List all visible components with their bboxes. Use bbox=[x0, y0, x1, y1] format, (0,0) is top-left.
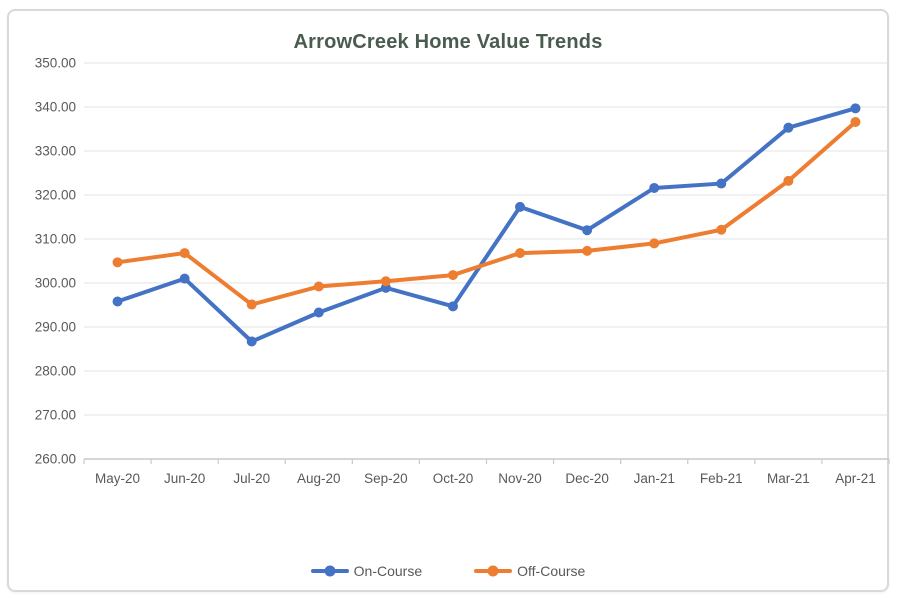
y-tick-label: 340.00 bbox=[35, 100, 76, 115]
legend-label-off-course: Off-Course bbox=[517, 563, 586, 579]
data-point-off-course bbox=[380, 276, 391, 287]
on-course-line-marker-icon bbox=[310, 565, 349, 577]
legend-label-on-course: On-Course bbox=[353, 563, 423, 579]
y-tick-label: 300.00 bbox=[35, 276, 76, 291]
data-point-off-course bbox=[313, 281, 324, 292]
x-tick-label: Jun-20 bbox=[164, 471, 205, 486]
data-point-off-course bbox=[447, 270, 458, 281]
y-tick-label: 290.00 bbox=[35, 320, 76, 335]
data-point-on-course bbox=[246, 336, 257, 347]
data-point-off-course bbox=[850, 116, 861, 127]
data-point-on-course bbox=[447, 301, 458, 312]
on-course-dot-icon bbox=[324, 565, 336, 577]
y-tick-label: 270.00 bbox=[35, 408, 76, 423]
data-point-on-course bbox=[112, 296, 123, 307]
x-tick-label: Jul-20 bbox=[233, 471, 270, 486]
data-point-on-course bbox=[649, 182, 660, 193]
y-tick-label: 320.00 bbox=[35, 188, 76, 203]
x-tick-label: Jan-21 bbox=[634, 471, 675, 486]
x-tick-label: Feb-21 bbox=[700, 471, 743, 486]
x-tick-label: May-20 bbox=[95, 471, 140, 486]
x-tick-label: Oct-20 bbox=[433, 471, 474, 486]
data-point-on-course bbox=[783, 122, 794, 133]
data-point-off-course bbox=[582, 245, 593, 256]
y-tick-label: 330.00 bbox=[35, 144, 76, 159]
x-tick-label: Dec-20 bbox=[565, 471, 609, 486]
series-line-on-course bbox=[115, 106, 858, 344]
data-point-on-course bbox=[582, 225, 593, 236]
y-tick-label: 310.00 bbox=[35, 232, 76, 247]
x-tick-label: Aug-20 bbox=[297, 471, 341, 486]
legend-item-on-course: On-Course bbox=[310, 563, 423, 579]
series-line-off-course bbox=[115, 119, 858, 307]
off-course-dot-icon bbox=[487, 565, 499, 577]
data-point-off-course bbox=[783, 175, 794, 186]
data-point-off-course bbox=[716, 224, 727, 235]
off-course-line-marker-icon bbox=[474, 565, 513, 577]
data-point-on-course bbox=[313, 307, 324, 318]
y-tick-label: 260.00 bbox=[35, 452, 76, 467]
x-tick-label: Sep-20 bbox=[364, 471, 408, 486]
chart-legend: On-Course Off-Course bbox=[9, 563, 887, 579]
chart-card: ArrowCreek Home Value Trends 350.00 340.0… bbox=[7, 9, 890, 592]
x-tick-label: Apr-21 bbox=[835, 471, 876, 486]
y-tick-label: 350.00 bbox=[35, 56, 76, 71]
chart-title: ArrowCreek Home Value Trends bbox=[293, 31, 603, 53]
legend-item-off-course: Off-Course bbox=[474, 563, 585, 579]
data-point-on-course bbox=[716, 178, 727, 189]
data-point-off-course bbox=[515, 248, 526, 259]
x-tick-label: Nov-20 bbox=[498, 471, 542, 486]
data-point-on-course bbox=[179, 273, 190, 284]
data-point-off-course bbox=[112, 257, 123, 268]
data-point-off-course bbox=[649, 238, 660, 249]
data-point-off-course bbox=[246, 299, 257, 310]
data-point-on-course bbox=[850, 103, 861, 114]
x-tick-label: Mar-21 bbox=[767, 471, 810, 486]
y-tick-label: 280.00 bbox=[35, 364, 76, 379]
data-point-off-course bbox=[179, 248, 190, 259]
line-chart-plot-area: 350.00 340.00 330.00 320.00 310.00 300.00 290.… bbox=[35, 56, 890, 486]
data-point-on-course bbox=[515, 201, 526, 212]
